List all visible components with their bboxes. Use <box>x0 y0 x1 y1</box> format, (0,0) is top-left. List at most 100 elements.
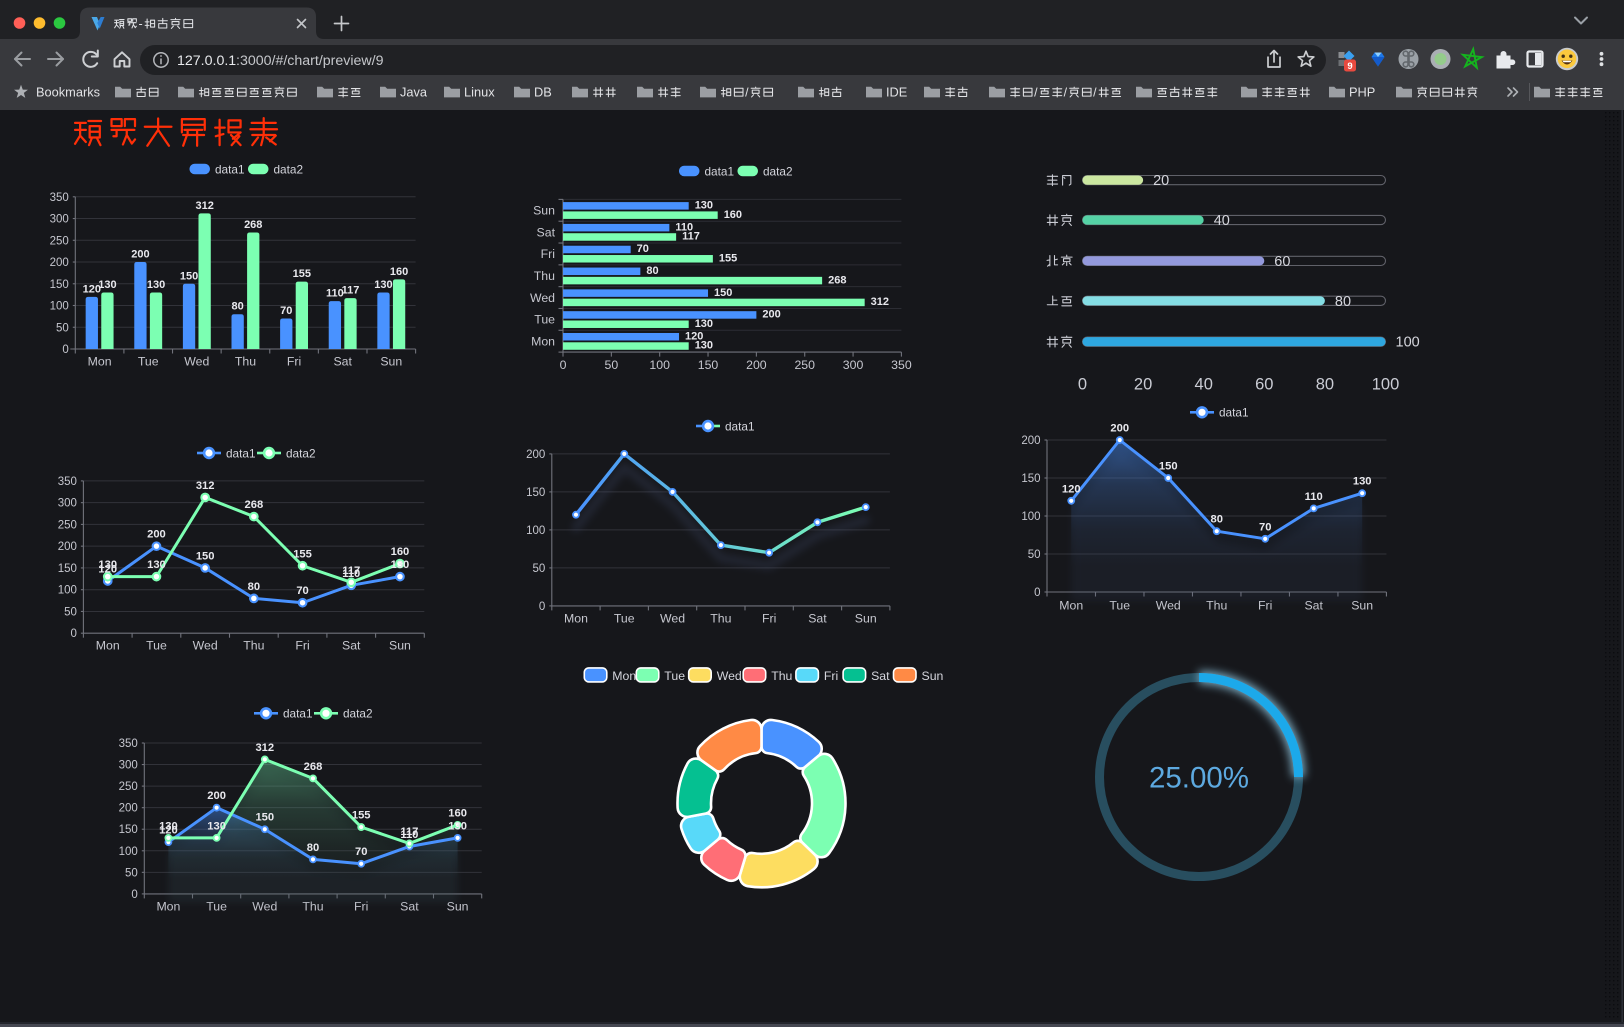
svg-text:PHP: PHP <box>1349 85 1375 100</box>
svg-text:data1: data1 <box>283 707 313 721</box>
svg-text:350: 350 <box>58 476 77 488</box>
svg-text:200: 200 <box>131 249 149 261</box>
svg-text:Sat: Sat <box>537 225 556 239</box>
svg-text:Fri: Fri <box>541 247 555 261</box>
svg-text:155: 155 <box>293 548 312 560</box>
svg-text:150: 150 <box>698 358 719 372</box>
svg-text:160: 160 <box>448 807 467 819</box>
svg-text:70: 70 <box>637 243 649 255</box>
svg-text:Wed: Wed <box>184 355 209 369</box>
svg-text:0: 0 <box>62 344 68 356</box>
svg-text:Thu: Thu <box>771 669 792 683</box>
svg-text:120: 120 <box>159 825 178 837</box>
svg-text:Sun: Sun <box>533 204 555 218</box>
svg-text:120: 120 <box>685 330 703 342</box>
svg-text:250: 250 <box>50 235 69 247</box>
svg-text:80: 80 <box>1316 376 1334 394</box>
svg-text:Tue: Tue <box>664 669 685 683</box>
svg-text:200: 200 <box>526 449 545 461</box>
svg-text:Sun: Sun <box>855 612 877 626</box>
svg-text:300: 300 <box>58 498 77 510</box>
svg-text:130: 130 <box>98 279 116 291</box>
svg-text:0: 0 <box>70 628 76 640</box>
svg-text:312: 312 <box>196 480 215 492</box>
svg-text:100: 100 <box>526 525 545 537</box>
svg-text:70: 70 <box>296 585 308 597</box>
svg-text:data1: data1 <box>725 419 755 433</box>
svg-text:Tue: Tue <box>138 355 159 369</box>
svg-text:50: 50 <box>1028 549 1041 561</box>
svg-text:Mon: Mon <box>612 669 636 683</box>
svg-text:Mon: Mon <box>96 639 120 653</box>
svg-text:150: 150 <box>58 563 77 575</box>
svg-text:100: 100 <box>58 585 77 597</box>
svg-text:80: 80 <box>307 842 319 854</box>
svg-text:130: 130 <box>391 559 410 571</box>
svg-text:100: 100 <box>119 846 138 858</box>
svg-text:100: 100 <box>1372 376 1400 394</box>
svg-text:Wed: Wed <box>717 669 742 683</box>
svg-text:Mon: Mon <box>156 900 180 914</box>
svg-text:150: 150 <box>196 550 215 562</box>
svg-text:Sat: Sat <box>400 900 419 914</box>
svg-text:/: / <box>1093 86 1097 100</box>
svg-text:Mon: Mon <box>1059 599 1083 613</box>
svg-text:Sun: Sun <box>922 669 944 683</box>
svg-text:200: 200 <box>50 257 69 269</box>
svg-text:117: 117 <box>342 285 360 297</box>
svg-text:130: 130 <box>1353 476 1372 488</box>
svg-text:130: 130 <box>147 559 166 571</box>
svg-text:250: 250 <box>58 519 77 531</box>
svg-text:150: 150 <box>714 287 732 299</box>
svg-text:100: 100 <box>50 301 69 313</box>
svg-text:80: 80 <box>248 581 260 593</box>
svg-text:200: 200 <box>58 541 77 553</box>
svg-text:250: 250 <box>119 781 138 793</box>
svg-text:Fri: Fri <box>295 639 309 653</box>
svg-text:Mon: Mon <box>531 335 555 349</box>
svg-text:Sat: Sat <box>871 669 890 683</box>
svg-text:100: 100 <box>1396 335 1420 351</box>
svg-text:Thu: Thu <box>534 269 555 283</box>
svg-text:Thu: Thu <box>302 900 323 914</box>
svg-text:70: 70 <box>1259 521 1271 533</box>
svg-text:80: 80 <box>1210 514 1222 526</box>
svg-text:117: 117 <box>400 826 418 838</box>
svg-text:data1: data1 <box>215 162 245 176</box>
svg-text:Tue: Tue <box>146 639 167 653</box>
svg-text:160: 160 <box>390 266 408 278</box>
svg-text:Thu: Thu <box>243 639 264 653</box>
svg-text:50: 50 <box>605 358 619 372</box>
svg-text::3000/#/chart/preview/9: :3000/#/chart/preview/9 <box>236 53 384 69</box>
svg-text:Wed: Wed <box>530 291 555 305</box>
svg-text:130: 130 <box>207 820 226 832</box>
svg-text:300: 300 <box>843 358 864 372</box>
svg-text:Bookmarks: Bookmarks <box>36 85 100 100</box>
svg-text:155: 155 <box>293 268 311 280</box>
svg-text:130: 130 <box>98 559 117 571</box>
svg-text:0: 0 <box>131 889 137 901</box>
svg-text:350: 350 <box>891 358 912 372</box>
svg-text:130: 130 <box>448 820 467 832</box>
svg-text:110: 110 <box>342 568 360 580</box>
svg-text:60: 60 <box>1255 376 1273 394</box>
svg-text:300: 300 <box>50 214 69 226</box>
svg-text:155: 155 <box>352 810 371 822</box>
svg-text:70: 70 <box>280 305 292 317</box>
svg-text:268: 268 <box>244 219 262 231</box>
svg-text:Wed: Wed <box>252 900 277 914</box>
svg-text:200: 200 <box>119 803 138 815</box>
svg-text:160: 160 <box>724 209 742 221</box>
svg-text:100: 100 <box>649 358 670 372</box>
svg-text:110: 110 <box>675 221 693 233</box>
svg-text:268: 268 <box>304 761 323 773</box>
svg-text:data2: data2 <box>763 164 793 178</box>
svg-text:150: 150 <box>180 270 198 282</box>
svg-text:Fri: Fri <box>762 612 776 626</box>
svg-text:130: 130 <box>695 340 713 352</box>
svg-text:Sat: Sat <box>808 612 827 626</box>
svg-text:0: 0 <box>1034 587 1040 599</box>
svg-text:110: 110 <box>1305 491 1323 503</box>
svg-text:120: 120 <box>1062 483 1081 495</box>
svg-text:117: 117 <box>682 231 700 243</box>
